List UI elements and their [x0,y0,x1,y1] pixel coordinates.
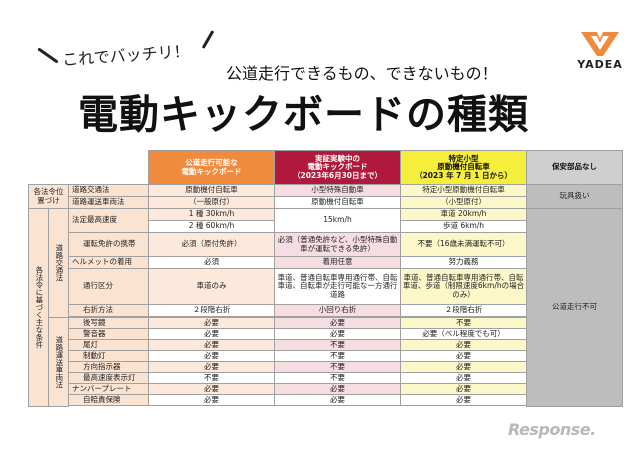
group-traffic-law-text: 道路交通法 [54,244,64,282]
column-header-line: （2023年6月30日まで） [293,170,383,180]
column-header-legal: 公道走行可能な 電動キックボード [148,150,276,185]
cell: 2 種 60km/h [148,220,276,233]
cell: 必要 [400,394,528,406]
cell: 必要 [400,339,528,351]
column-header-line: 原動機付自転車 [437,162,490,172]
cell: 必要 [148,339,276,351]
cell: 必要 [400,372,528,384]
column-header-special: 特定小型 原動機付自転車 （2023 年 7 月 1 日から） [400,150,528,185]
cell: 不要 [274,350,402,362]
cell: 必須 [148,256,276,269]
cell: 必要 [400,361,528,373]
row-label: ヘルメットの着用 [67,256,150,269]
cell: 車道、普通自転車専用通行帯、自転車道、歩道（制限速度6km/hの場合のみ） [400,268,528,305]
cell: 必要 [274,394,402,406]
cell: 不要 [274,339,402,351]
cell: 不要 [400,317,528,329]
cell: 不要 [274,372,402,384]
comparison-table: 公道走行可能な 電動キックボード 実証実験中の 電動キックボード （2023年6… [28,150,624,407]
row-label: 道路運送車両法 [67,196,150,209]
row-label: ナンバープレート [67,383,150,395]
cell: 必要 [148,361,276,373]
cell: 必要 [148,383,276,395]
row-label: 道路交通法 [67,184,150,197]
cell: 不要（16歳未満運転不可） [400,232,528,257]
cell: 原動機付自転車 [148,184,276,197]
cell-toy: 玩具扱い [526,184,624,209]
column-header-line: 電動キックボード [307,162,368,172]
cell: 必要 [274,383,402,395]
header-blank [28,150,149,185]
tagline-slash-right [201,30,215,49]
column-header-line: 実証実験中の [315,153,361,163]
row-label: 後写鏡 [67,317,150,329]
cell: 必要 [400,350,528,362]
cell: （一般原付） [148,196,276,209]
cell: 車道 20km/h [400,208,528,221]
subtitle: 公道走行できるもの、できないもの！ [226,64,498,83]
column-header-line: 保安部品なし [552,162,598,172]
group-vehicle-law: 道路運送車両法 [48,317,69,407]
cell: 必要 [148,350,276,362]
cell-no-public-road: 公道走行不可 [526,208,624,407]
column-header-line: 公道走行可能な [185,157,238,167]
brand-logo: YADEA [570,30,630,71]
cell: 必要 [274,317,402,329]
spacer [69,406,527,407]
row-label: 通行区分 [67,268,150,305]
cell: 努力義務 [400,256,528,269]
cell: 原動機付自転車 [274,196,402,209]
yadea-chevron-logo-icon [581,32,619,56]
cell: 1 種 30km/h [148,208,276,221]
row-label: 自賠責保険 [67,394,150,406]
row-label: 警音器 [67,328,150,340]
column-header-line: 電動キックボード [181,166,242,176]
cell: 歩道 6km/h [400,220,528,233]
row-label: 法定最高速度 [67,208,150,233]
cell: 小型特殊自動車 [274,184,402,197]
cell: ２段階右折 [148,304,276,317]
cell: 必須（原付免許） [148,232,276,257]
cell: ２段階右折 [400,304,528,317]
cell: 不要 [148,372,276,384]
cell: 着用任意 [274,256,402,269]
group-law-position: 各法令位置づけ [28,184,69,209]
tagline-slash-left [37,47,59,64]
group-vehicle-law-text: 道路運送車両法 [54,335,64,389]
cell: 必要 [148,328,276,340]
cell: 必要（ベル程度でも可） [400,328,528,340]
cell: 必要 [274,328,402,340]
row-label: 最高速度表示灯 [67,372,150,384]
row-label: 右折方法 [67,304,150,317]
cell: 不要 [274,361,402,373]
column-header-line: 特定小型 [448,153,479,163]
column-header-no-safety: 保安部品なし [526,150,624,185]
cell: 必要 [400,383,528,395]
row-label: 運転免許の携帯 [67,232,150,257]
cell: 必須（普通免許など、小型特殊自動車が運転できる免許） [274,232,402,257]
column-header-pilot: 実証実験中の 電動キックボード （2023年6月30日まで） [274,150,402,185]
cell: 車道、普通自転車専用通行帯、自転車道、自転車が走行可能な一方通行道路 [274,268,402,305]
row-label: 尾灯 [67,339,150,351]
watermark: Response. [508,420,596,439]
group-traffic-law: 道路交通法 [48,208,69,318]
cell: 車道のみ [148,268,276,305]
cell: 必要 [148,317,276,329]
cell: 特定小型原動機付自転車 [400,184,528,197]
cell: （小型原付） [400,196,528,209]
cell: 小回り右折 [274,304,402,317]
cell: 必要 [148,394,276,406]
group-main-conditions: 各法令に基づく主な条件 [28,208,49,407]
cell: 15km/h [274,208,402,233]
page-title: 電動キックボードの種類 [78,92,529,138]
group-main-conditions-text: 各法令に基づく主な条件 [34,266,44,349]
row-label: 方向指示器 [67,361,150,373]
column-header-line: （2023 年 7 月 1 日から） [415,170,512,180]
row-label: 制動灯 [67,350,150,362]
tagline: これでバッチリ！ [61,41,191,70]
logo-text: YADEA [577,58,623,71]
